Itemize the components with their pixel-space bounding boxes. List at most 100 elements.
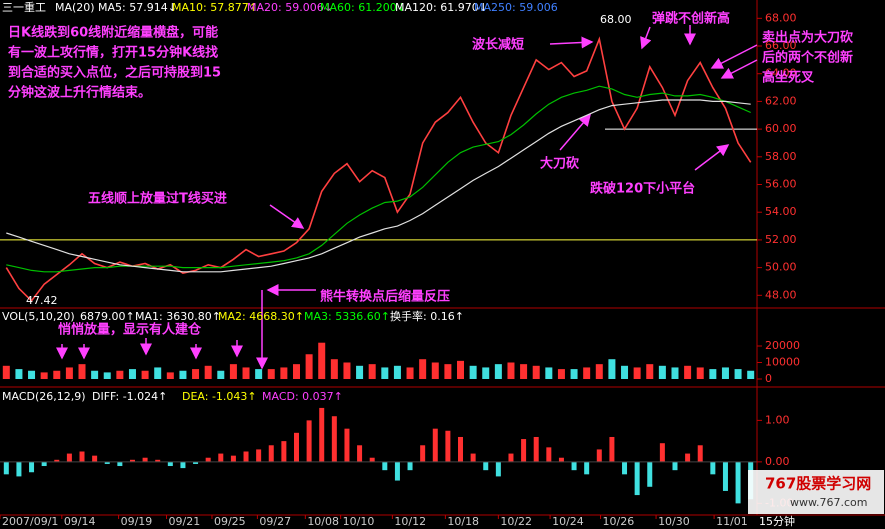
bar [255, 369, 263, 379]
bar [622, 461, 628, 475]
bar [256, 449, 262, 462]
annotation: 有一波上攻行情，打开15分钟K线找 [8, 45, 218, 61]
y-tick-label: 52.00 [765, 233, 797, 246]
annotation: 后的两个不创新 [762, 50, 853, 66]
y-tick-label: 64.00 [765, 67, 797, 80]
bar [281, 441, 287, 462]
bar [494, 364, 502, 379]
bar [41, 461, 47, 467]
bar [570, 369, 578, 379]
legend-text: 换手率: 0.16↑ [390, 309, 464, 323]
x-tick-label: 09/14 [64, 515, 96, 528]
bar [595, 364, 603, 379]
bar [406, 367, 414, 379]
bar [15, 369, 23, 379]
bar [369, 457, 375, 462]
bar [735, 461, 741, 504]
bar [293, 432, 299, 462]
legend-text: MA2: 4668.30↑ [218, 310, 304, 323]
annotation: 大刀砍 [540, 156, 580, 172]
x-tick-label: 09/25 [214, 515, 246, 528]
bar [230, 455, 236, 462]
y-tick-label: 20000 [765, 339, 800, 352]
bar [659, 443, 665, 462]
y-tick-label: 58.00 [765, 150, 797, 163]
price-label: 68.00 [600, 13, 632, 26]
bar [709, 369, 717, 379]
bar [431, 362, 439, 379]
legend-text: MA20: 59.006↓ [247, 1, 333, 14]
bar [16, 461, 22, 477]
bar [507, 362, 515, 379]
y-tick-label: 0 [765, 372, 772, 385]
price-label: 47.42 [26, 294, 58, 307]
series-line [6, 99, 751, 273]
annotation: 弹跳不创新高 [652, 11, 730, 27]
y-tick-label: 60.00 [765, 122, 797, 135]
bar [103, 372, 111, 379]
legend-text: DEA: -1.043↑ [182, 390, 257, 403]
bar [204, 365, 212, 379]
bar [419, 359, 427, 379]
x-tick-label: 11/01 [716, 515, 748, 528]
bar [155, 459, 161, 462]
bar [243, 451, 249, 462]
bar [218, 453, 224, 462]
bar [205, 457, 211, 462]
x-tick-label: 2007/09/1 [2, 515, 58, 528]
legend-text: DIFF: -1.024↑ [92, 390, 167, 403]
bar [179, 370, 187, 379]
bar [734, 369, 742, 379]
bar [343, 362, 351, 379]
bar [368, 364, 376, 379]
x-tick-label: 10/12 [394, 515, 426, 528]
bar [584, 461, 590, 475]
bar [154, 367, 162, 379]
bar [142, 457, 148, 462]
bar [79, 451, 85, 462]
legend-text: MACD(26,12,9) [2, 390, 86, 403]
x-tick-label: 10/10 [343, 515, 375, 528]
bar [609, 436, 615, 462]
bar [469, 365, 477, 379]
legend-text: 6879.00↑ [80, 310, 135, 323]
x-tick-label: 09/19 [121, 515, 153, 528]
bar [621, 365, 629, 379]
bar [407, 461, 413, 471]
annotation: 波长减短 [472, 37, 524, 53]
annotation: 五线顺上放量过T线买进 [88, 191, 227, 207]
bar [319, 407, 325, 462]
annotation: 分钟这波上升行情结束。 [8, 85, 151, 101]
bar [444, 364, 452, 379]
bar [521, 439, 527, 462]
bar [167, 461, 173, 467]
bar [696, 367, 704, 379]
bar [533, 436, 539, 462]
bar [557, 369, 565, 379]
x-tick-label: 09/27 [259, 515, 291, 528]
bar [546, 447, 552, 462]
y-tick-label: 50.00 [765, 261, 797, 274]
bar [117, 461, 123, 467]
bar [116, 370, 124, 379]
bar [292, 364, 300, 379]
annotation: 到合适的买入点位，之后可持股到15 [8, 65, 221, 81]
bar [128, 369, 136, 379]
y-tick-label: 0.00 [765, 455, 790, 468]
bar [229, 364, 237, 379]
legend-text: MA1: 3630.80↑ [135, 310, 221, 323]
y-tick-label: 10000 [765, 356, 800, 369]
bar [318, 342, 326, 379]
bar [684, 365, 692, 379]
bar [520, 364, 528, 379]
bar [65, 367, 73, 379]
bar [53, 370, 61, 379]
bar [483, 461, 489, 471]
bar [634, 461, 640, 496]
x-tick-label: 10/22 [500, 515, 532, 528]
bar [646, 364, 654, 379]
bar [28, 370, 36, 379]
bar [356, 365, 364, 379]
bar [432, 428, 438, 462]
